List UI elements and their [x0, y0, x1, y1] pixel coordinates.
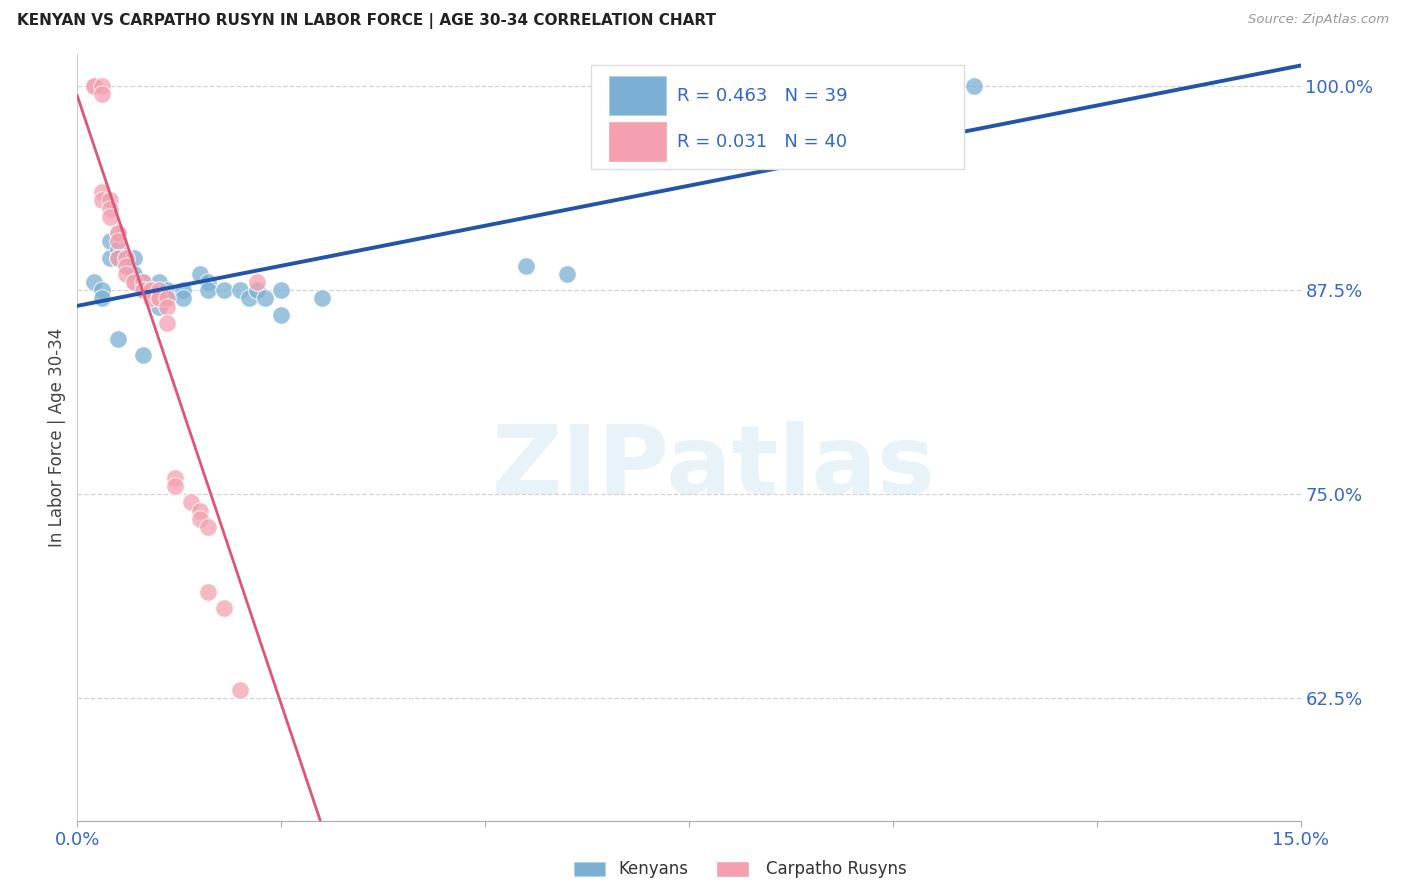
Point [156, 291, 179, 305]
Text: Carpatho Rusyns: Carpatho Rusyns [766, 860, 907, 878]
Point [90, 87, 112, 102]
Point [107, 251, 129, 265]
Point [115, 267, 138, 281]
Point [90, 79, 112, 94]
Point [156, 300, 179, 314]
Point [156, 283, 179, 297]
Point [107, 226, 129, 240]
Point [188, 511, 211, 525]
Text: ZIPatlas: ZIPatlas [492, 421, 935, 515]
Point [165, 471, 187, 485]
Point [131, 283, 153, 297]
Point [98, 234, 121, 248]
Point [131, 275, 153, 289]
Point [678, 145, 700, 159]
Point [83, 79, 105, 94]
Point [253, 291, 276, 305]
Point [124, 275, 146, 289]
Point [188, 503, 211, 517]
Point [148, 283, 170, 297]
Point [172, 283, 194, 297]
Text: R = 0.463   N = 39: R = 0.463 N = 39 [676, 87, 848, 104]
FancyBboxPatch shape [591, 65, 965, 169]
Point [139, 291, 162, 305]
Point [98, 194, 121, 208]
Point [107, 243, 129, 257]
Point [197, 283, 219, 297]
Point [115, 259, 138, 273]
Point [270, 308, 292, 322]
Point [139, 283, 162, 297]
Point [131, 283, 153, 297]
FancyBboxPatch shape [609, 76, 665, 115]
Point [131, 349, 153, 363]
Point [139, 283, 162, 297]
Point [131, 283, 153, 297]
Point [212, 283, 235, 297]
Point [238, 291, 260, 305]
Point [165, 479, 187, 493]
Point [311, 291, 333, 305]
Point [148, 300, 170, 314]
Point [139, 283, 162, 297]
Point [156, 291, 179, 305]
Point [90, 186, 112, 200]
Point [98, 251, 121, 265]
Point [107, 226, 129, 240]
Point [963, 79, 986, 94]
Point [229, 683, 252, 698]
Point [124, 267, 146, 281]
Point [107, 251, 129, 265]
Point [83, 275, 105, 289]
Point [172, 291, 194, 305]
Point [148, 275, 170, 289]
Point [131, 275, 153, 289]
FancyBboxPatch shape [609, 122, 665, 161]
Point [124, 275, 146, 289]
Point [98, 202, 121, 216]
Point [197, 275, 219, 289]
Text: Kenyans: Kenyans [619, 860, 689, 878]
Point [515, 259, 537, 273]
Point [107, 234, 129, 248]
Point [188, 267, 211, 281]
Point [148, 291, 170, 305]
Point [246, 275, 269, 289]
Point [197, 520, 219, 534]
Point [90, 283, 112, 297]
Point [270, 283, 292, 297]
Point [107, 332, 129, 346]
Point [124, 251, 146, 265]
Point [115, 251, 138, 265]
Text: Source: ZipAtlas.com: Source: ZipAtlas.com [1249, 13, 1389, 27]
Y-axis label: In Labor Force | Age 30-34: In Labor Force | Age 30-34 [48, 327, 66, 547]
Point [115, 259, 138, 273]
Text: R = 0.031   N = 40: R = 0.031 N = 40 [676, 133, 846, 151]
Point [83, 79, 105, 94]
Point [90, 194, 112, 208]
Point [197, 585, 219, 599]
Point [156, 316, 179, 330]
Point [98, 210, 121, 224]
Point [148, 291, 170, 305]
Point [246, 283, 269, 297]
Point [229, 283, 252, 297]
Point [800, 112, 823, 126]
Point [555, 267, 578, 281]
Point [148, 291, 170, 305]
Point [115, 251, 138, 265]
Point [212, 601, 235, 615]
Point [180, 495, 202, 509]
Text: KENYAN VS CARPATHO RUSYN IN LABOR FORCE | AGE 30-34 CORRELATION CHART: KENYAN VS CARPATHO RUSYN IN LABOR FORCE … [17, 13, 716, 29]
Point [90, 291, 112, 305]
